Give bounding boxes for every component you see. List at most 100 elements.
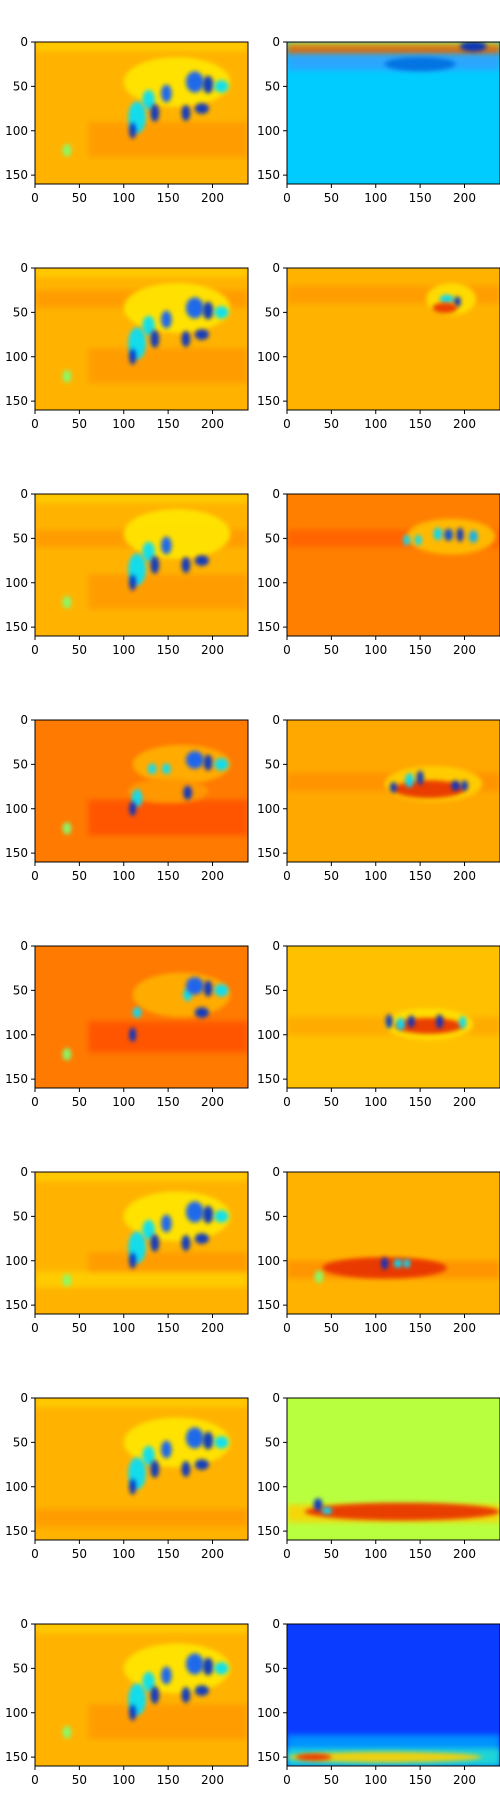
x-tick-label: 0 bbox=[283, 869, 291, 883]
x-tick-label: 200 bbox=[453, 1773, 476, 1787]
heatmap-blob bbox=[123, 57, 231, 107]
heatmap-blob bbox=[444, 528, 453, 542]
x-tick-label: 50 bbox=[72, 643, 87, 657]
x-tick-label: 200 bbox=[453, 191, 476, 205]
heatmap-blob bbox=[181, 331, 191, 347]
heatmap-image bbox=[287, 1172, 500, 1314]
heatmap-blob bbox=[194, 329, 209, 340]
axes-frame bbox=[286, 1171, 500, 1315]
y-tick-label: 100 bbox=[5, 1480, 28, 1494]
heatmap-panel-r5c2: 0 50 100 150 200 0 50 100 150 bbox=[257, 939, 500, 1109]
heatmap-image bbox=[287, 268, 500, 410]
heatmap-band bbox=[88, 1251, 248, 1272]
x-tick-label: 50 bbox=[324, 1321, 339, 1335]
heatmap-blob bbox=[395, 1017, 463, 1034]
y-tick-label: 0 bbox=[20, 35, 28, 49]
heatmap-blob bbox=[194, 1459, 209, 1470]
heatmap-band bbox=[35, 1398, 248, 1407]
y-tick-label: 50 bbox=[13, 1661, 28, 1675]
heatmap-blob bbox=[203, 980, 213, 997]
heatmap-panel-r2c2: 0 50 100 150 200 0 50 100 150 bbox=[257, 261, 500, 431]
heatmap-panel-r5c1: 0 50 100 150 200 0 50 100 150 bbox=[5, 939, 249, 1109]
x-tick-label: 150 bbox=[409, 643, 432, 657]
x-tick-label: 100 bbox=[112, 1321, 135, 1335]
heatmap-blob bbox=[129, 1704, 137, 1721]
y-tick-label: 0 bbox=[272, 261, 280, 275]
heatmap-band bbox=[88, 347, 248, 384]
heatmap-blob bbox=[62, 370, 72, 383]
x-tick-label: 200 bbox=[453, 1547, 476, 1561]
x-tick-label: 0 bbox=[31, 643, 39, 657]
x-tick-label: 100 bbox=[112, 1547, 135, 1561]
x-tick-label: 100 bbox=[364, 643, 387, 657]
x-tick-label: 50 bbox=[324, 1095, 339, 1109]
y-tick-label: 50 bbox=[265, 757, 280, 771]
heatmap-blob bbox=[142, 1671, 155, 1692]
heatmap-blob bbox=[432, 302, 458, 314]
x-tick-label: 150 bbox=[409, 1095, 432, 1109]
heatmap-blob bbox=[62, 1726, 72, 1739]
axes-frame bbox=[34, 719, 249, 863]
x-tick-label: 50 bbox=[324, 417, 339, 431]
y-tick-label: 100 bbox=[5, 1254, 28, 1268]
heatmap-band bbox=[88, 121, 248, 158]
heatmap-blob bbox=[161, 310, 172, 329]
heatmap-blob bbox=[62, 1048, 72, 1061]
heatmap-blob bbox=[132, 1007, 142, 1018]
y-tick-label: 150 bbox=[5, 168, 28, 182]
x-tick-label: 150 bbox=[409, 417, 432, 431]
y-tick-label: 0 bbox=[272, 713, 280, 727]
heatmap-background bbox=[287, 494, 500, 636]
heatmap-blob bbox=[123, 283, 231, 333]
heatmap-blob bbox=[385, 1014, 393, 1029]
heatmap-blob bbox=[414, 534, 422, 546]
heatmap-band bbox=[35, 1172, 248, 1181]
x-tick-label: 100 bbox=[364, 1321, 387, 1335]
heatmap-panel-r7c2: 0 50 100 150 200 0 50 100 150 bbox=[257, 1391, 500, 1561]
heatmap-panel-r8c1: 0 50 100 150 200 0 50 100 150 bbox=[5, 1617, 249, 1787]
x-tick-label: 200 bbox=[453, 417, 476, 431]
heatmap-background bbox=[35, 946, 248, 1088]
heatmap-blob bbox=[460, 780, 469, 791]
heatmap-blob bbox=[407, 1015, 415, 1028]
heatmap-blob bbox=[181, 1687, 191, 1703]
heatmap-blob bbox=[468, 530, 478, 543]
heatmap-blob bbox=[433, 527, 443, 541]
y-tick-label: 150 bbox=[5, 1524, 28, 1538]
heatmap-blob bbox=[62, 144, 72, 157]
y-tick-label: 100 bbox=[257, 1254, 280, 1268]
heatmap-blob bbox=[131, 789, 143, 807]
axes-frame bbox=[286, 719, 500, 863]
y-tick-label: 100 bbox=[257, 576, 280, 590]
y-tick-label: 100 bbox=[257, 1480, 280, 1494]
y-tick-label: 50 bbox=[13, 531, 28, 545]
heatmap-blob bbox=[62, 1274, 72, 1287]
axes-frame bbox=[34, 1397, 249, 1541]
heatmap-blob bbox=[304, 1502, 500, 1521]
y-tick-label: 150 bbox=[5, 1298, 28, 1312]
y-tick-label: 150 bbox=[257, 1298, 280, 1312]
x-tick-label: 200 bbox=[201, 1547, 224, 1561]
x-tick-label: 200 bbox=[201, 1773, 224, 1787]
heatmap-blob bbox=[181, 1461, 191, 1477]
x-tick-label: 50 bbox=[72, 869, 87, 883]
heatmap-blob bbox=[161, 1440, 172, 1459]
y-tick-label: 150 bbox=[257, 168, 280, 182]
heatmap-band bbox=[35, 494, 248, 503]
heatmap-blob bbox=[132, 744, 231, 784]
heatmap-image bbox=[35, 946, 248, 1088]
heatmap-panel-r3c2: 0 50 100 150 200 0 50 100 150 bbox=[257, 487, 500, 657]
heatmap-blob bbox=[150, 104, 160, 122]
heatmap-blob bbox=[181, 1235, 191, 1251]
y-tick-label: 50 bbox=[13, 1435, 28, 1449]
y-tick-label: 150 bbox=[257, 620, 280, 634]
x-tick-label: 0 bbox=[31, 417, 39, 431]
heatmap-blob bbox=[295, 1753, 332, 1761]
heatmap-blob bbox=[185, 297, 204, 319]
x-tick-label: 200 bbox=[201, 869, 224, 883]
heatmap-blob bbox=[161, 536, 172, 555]
y-tick-label: 100 bbox=[5, 576, 28, 590]
x-tick-label: 200 bbox=[201, 191, 224, 205]
heatmap-blob bbox=[313, 1498, 323, 1511]
